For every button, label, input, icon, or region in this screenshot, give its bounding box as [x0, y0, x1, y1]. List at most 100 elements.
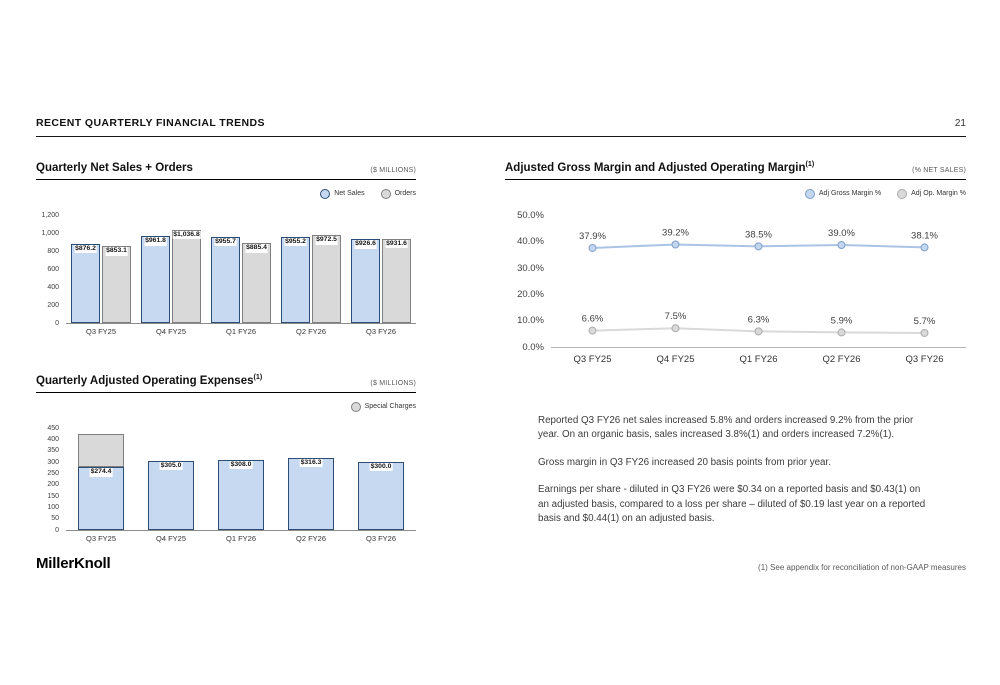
chart-title-text: Quarterly Adjusted Operating Expenses: [36, 374, 254, 387]
point-marker-adj-op-margin-q1-fy26: [754, 327, 763, 336]
point-value-label: 5.9%: [831, 315, 853, 326]
point-value-label: 39.0%: [828, 228, 855, 239]
chart-units-label: ($ MILLIONS): [370, 166, 416, 174]
point-marker-adj-gross-margin-q4-fy25: [671, 240, 680, 249]
y-tick-label: 40.0%: [517, 236, 544, 248]
point-marker-adj-gross-margin-q1-fy26: [754, 242, 763, 251]
bar-net-sales-q3-fy25: $876.2: [71, 243, 100, 323]
margins-chart: Adjusted Gross Margin and Adjusted Opera…: [505, 160, 966, 365]
x-axis-label: Q3 FY26: [905, 353, 944, 365]
bar-special-charges-q3-fy25: [78, 434, 124, 468]
chart-legend: Net Sales Orders: [36, 188, 416, 200]
y-tick-label: 200: [47, 301, 59, 309]
commentary-paragraph: Reported Q3 FY26 net sales increased 5.8…: [538, 414, 914, 441]
legend-marker-icon: [320, 188, 331, 199]
bar-orders-q3-fy26: $931.6: [382, 238, 411, 323]
y-tick-label: 50: [51, 515, 59, 523]
chart-title: Adjusted Gross Margin and Adjusted Opera…: [505, 160, 814, 174]
point-marker-adj-gross-margin-q2-fy26: [837, 240, 846, 249]
point-value-label: 5.7%: [914, 316, 936, 327]
bar-value-label: $955.7: [214, 237, 237, 247]
chart-title-row: Quarterly Net Sales + Orders ($ MILLIONS…: [36, 160, 416, 180]
legend-label: Orders: [394, 190, 416, 198]
bar-value-label: $972.5: [315, 236, 338, 245]
bar-value-label: $876.2: [74, 244, 97, 254]
commentary-paragraph: Earnings per share - diluted in Q3 FY26 …: [538, 484, 926, 525]
x-axis-label: Q4 FY25: [155, 533, 187, 543]
y-tick-label: 0.0%: [522, 341, 544, 353]
legend-marker-icon: [804, 188, 815, 199]
y-tick-label: 250: [47, 469, 59, 477]
legend-label: Adj Gross Margin %: [818, 190, 882, 198]
bar-orders-q2-fy26: $972.5: [312, 235, 341, 323]
point-value-label: 7.5%: [665, 311, 687, 322]
point-value-label: 39.2%: [662, 227, 689, 238]
left-column: Quarterly Net Sales + Orders ($ MILLIONS…: [36, 160, 416, 547]
chart-units-label: (% NET SALES): [912, 166, 966, 174]
bar-value-label: $926.6: [354, 240, 377, 249]
bar-orders-q3-fy25: $853.1: [102, 246, 131, 323]
chart-legend: Special Charges: [36, 401, 416, 413]
page-number: 21: [954, 118, 966, 129]
bar-net-sales-q4-fy25: $961.8: [141, 236, 170, 323]
y-tick-label: 350: [47, 447, 59, 455]
y-tick-label: 300: [47, 458, 59, 466]
chart-title-text: Quarterly Net Sales + Orders: [36, 161, 193, 174]
chart-units-label: ($ MILLIONS): [370, 379, 416, 387]
x-axis-label: Q2 FY26: [295, 533, 327, 543]
point-marker-adj-op-margin-q2-fy26: [837, 328, 846, 337]
y-tick-label: 10.0%: [517, 315, 544, 327]
y-tick-label: 150: [47, 492, 59, 500]
millerknoll-logo: MillerKnoll: [36, 555, 111, 572]
y-tick-label: 400: [47, 283, 59, 291]
bar-orders-q4-fy25: $1,036.8: [172, 229, 201, 323]
slide-header: RECENT QUARTERLY FINANCIAL TRENDS 21: [36, 117, 966, 137]
header-title: RECENT QUARTERLY FINANCIAL TRENDS: [36, 117, 265, 129]
point-marker-adj-op-margin-q3-fy26: [920, 328, 929, 337]
bar-value-label: $308.0: [229, 460, 253, 470]
legend-item-adj-op-margin: Adj Op. Margin %: [897, 188, 966, 199]
point-value-label: 6.3%: [748, 314, 770, 325]
y-tick-label: 0: [55, 319, 59, 327]
x-axis-label: Q1 FY26: [739, 353, 778, 365]
y-tick-label: 1,000: [41, 229, 59, 237]
commentary-paragraph: Gross margin in Q3 FY26 increased 20 bas…: [538, 456, 831, 468]
x-axis-label: Q3 FY25: [85, 533, 117, 543]
chart-title-row: Adjusted Gross Margin and Adjusted Opera…: [505, 160, 966, 180]
x-axis: Q3 FY25 Q4 FY25 Q1 FY26 Q2 FY26 Q3 FY26: [66, 531, 416, 547]
commentary-panel: Reported Q3 FY26 net sales increased 5.8…: [505, 414, 966, 527]
y-tick-label: 0: [55, 526, 59, 534]
x-axis-label: Q2 FY26: [822, 353, 861, 365]
bar-value-label: $1,036.8: [172, 230, 201, 240]
bar-adjusted-operating-expenses-q3-fy25: $274.4: [78, 467, 124, 530]
bar-value-label: $300.0: [369, 462, 393, 472]
legend-label: Net Sales: [334, 190, 365, 198]
x-axis-label: Q3 FY25: [573, 353, 612, 365]
y-tick-label: 450: [47, 424, 59, 432]
x-axis-label: Q1 FY26: [225, 533, 257, 543]
plot-area: 0 200 400 600 800 1,000 1,200 $876.2 $961.8 $955.…: [41, 212, 416, 327]
x-axis: Q3 FY25 Q4 FY25 Q1 FY26 Q2 FY26 Q3 FY26: [551, 348, 966, 365]
bar-orders-q1-fy26: $885.4: [242, 243, 271, 323]
plot-area: 0.0% 10.0% 20.0% 30.0% 40.0% 50.0% 37.9% 39.2% 3…: [517, 211, 966, 352]
x-axis-label: Q2 FY26: [295, 326, 327, 336]
x-axis-label: Q3 FY26: [365, 326, 397, 336]
bar-value-label: $274.4: [89, 468, 113, 477]
y-tick-label: 400: [47, 435, 59, 443]
x-axis-label: Q3 FY26: [365, 533, 397, 543]
x-axis-label: Q4 FY25: [155, 326, 187, 336]
y-tick-label: 600: [47, 265, 59, 273]
footnote-ref: (1): [805, 160, 815, 168]
legend-item-special-charges: Special Charges: [350, 401, 416, 412]
bar-value-label: $316.3: [299, 458, 323, 468]
point-marker-adj-gross-margin-q3-fy25: [588, 243, 597, 252]
net-sales-orders-chart: Quarterly Net Sales + Orders ($ MILLIONS…: [36, 160, 416, 340]
bar-value-label: $961.8: [144, 237, 167, 246]
chart-title: Quarterly Adjusted Operating Expenses(1): [36, 373, 262, 387]
y-tick-label: 20.0%: [517, 289, 544, 301]
chart-title-text: Adjusted Gross Margin and Adjusted Opera…: [505, 161, 806, 174]
adjusted-operating-expenses-chart: Quarterly Adjusted Operating Expenses(1)…: [36, 373, 416, 547]
legend-item-orders: Orders: [380, 188, 416, 199]
chart-legend: Adj Gross Margin % Adj Op. Margin %: [505, 188, 966, 200]
footnote: (1) See appendix for reconciliation of n…: [758, 563, 966, 572]
